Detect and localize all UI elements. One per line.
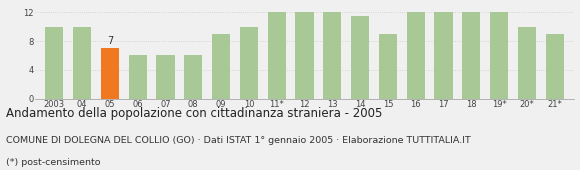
Bar	[407, 12, 425, 99]
Text: 7: 7	[107, 36, 113, 46]
Bar	[462, 12, 480, 99]
Bar	[518, 27, 536, 99]
Bar	[240, 27, 258, 99]
Bar	[295, 12, 314, 99]
Text: Andamento della popolazione con cittadinanza straniera - 2005: Andamento della popolazione con cittadin…	[6, 107, 382, 120]
Bar	[45, 27, 63, 99]
Bar	[73, 27, 91, 99]
Text: (*) post-censimento: (*) post-censimento	[6, 158, 100, 167]
Bar	[351, 16, 369, 99]
Bar	[184, 55, 202, 99]
Bar	[267, 12, 286, 99]
Bar	[490, 12, 508, 99]
Bar	[379, 34, 397, 99]
Bar	[323, 12, 342, 99]
Text: COMUNE DI DOLEGNA DEL COLLIO (GO) · Dati ISTAT 1° gennaio 2005 · Elaborazione TU: COMUNE DI DOLEGNA DEL COLLIO (GO) · Dati…	[6, 136, 470, 145]
Bar	[101, 48, 119, 99]
Bar	[129, 55, 147, 99]
Bar	[546, 34, 564, 99]
Bar	[212, 34, 230, 99]
Bar	[157, 55, 175, 99]
Bar	[434, 12, 452, 99]
